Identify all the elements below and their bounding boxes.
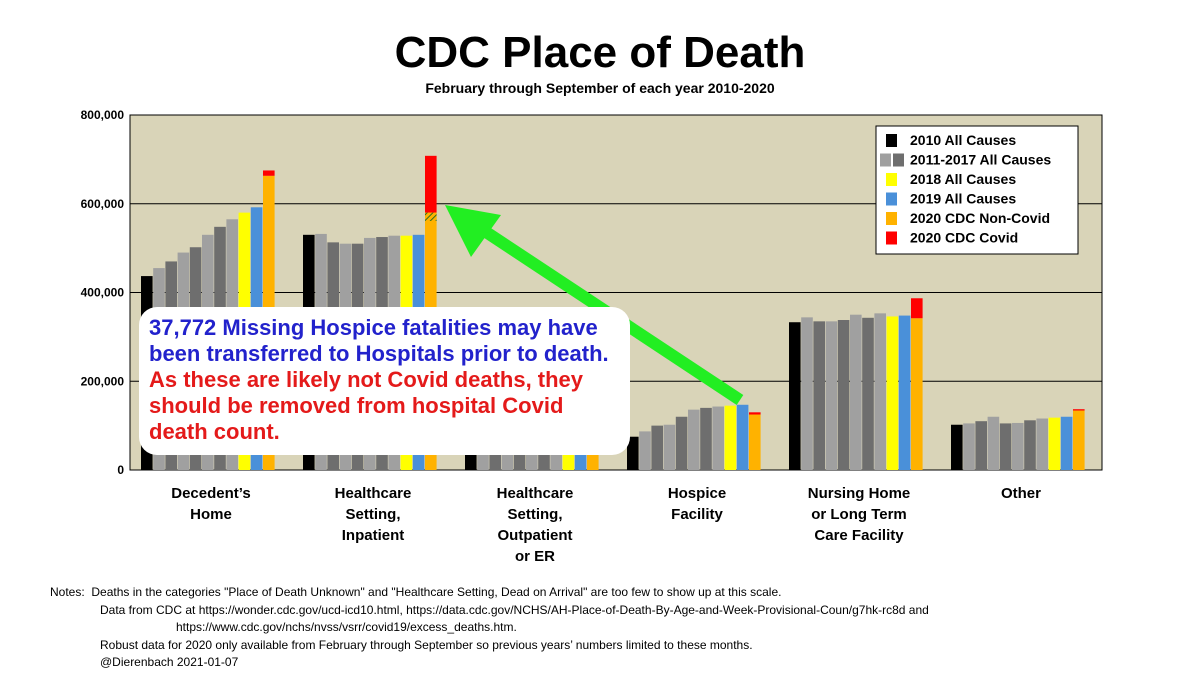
y-tick-label: 200,000 (81, 374, 125, 388)
x-tick-label: Home (190, 506, 232, 523)
x-tick-label: or Long Term (811, 506, 907, 523)
bar (886, 316, 899, 470)
bar (963, 423, 975, 470)
bar (1060, 416, 1073, 470)
chart-title: CDC Place of Death (394, 28, 806, 77)
legend-swatch (893, 153, 904, 167)
annotation-text-red: As these are likely not Covid deaths, th… (149, 367, 584, 444)
x-tick-label: Nursing Home (808, 485, 911, 502)
bar-covid (749, 412, 761, 415)
x-tick-label: Decedent’s (171, 485, 250, 502)
bar (700, 407, 712, 470)
y-tick-label: 0 (117, 463, 124, 477)
bar (789, 322, 801, 470)
bar (724, 405, 737, 470)
x-tick-label: Outpatient (498, 527, 573, 544)
legend-swatch (886, 173, 897, 186)
bar (813, 321, 825, 470)
bar (975, 421, 987, 470)
note-line-3: https://www.cdc.gov/nchs/nvss/vsrr/covid… (176, 620, 517, 634)
bar (1024, 420, 1036, 470)
legend-label: 2018 All Causes (910, 171, 1016, 187)
bar (911, 318, 923, 470)
bar-covid (1073, 409, 1085, 411)
x-tick-label: Setting, (508, 506, 563, 523)
legend-swatch (886, 134, 897, 147)
bar (688, 409, 700, 470)
x-tick-label: Facility (671, 506, 723, 523)
legend-swatch (886, 192, 897, 206)
legend-swatch (880, 153, 891, 167)
legend-label: 2010 All Causes (910, 132, 1016, 148)
notes: Notes: Deaths in the categories "Place o… (50, 584, 929, 672)
legend-label: 2019 All Causes (910, 191, 1016, 207)
bar (1012, 422, 1024, 470)
notes-lead: Notes: (50, 585, 85, 599)
arrow-head (445, 205, 501, 257)
bar (850, 314, 862, 470)
legend-label: 2020 CDC Covid (910, 230, 1018, 246)
x-tick-label: Healthcare (497, 485, 574, 502)
legend-label: 2020 CDC Non-Covid (910, 210, 1050, 226)
bar (999, 423, 1012, 470)
y-tick-label: 800,000 (81, 108, 125, 122)
x-tick-label: Other (1001, 485, 1041, 502)
bar (712, 406, 724, 470)
x-tick-label: Hospice (668, 485, 726, 502)
bar (898, 315, 911, 470)
bar (1073, 410, 1085, 470)
annotation-callout: 37,772 Missing Hospice fatalities may ha… (139, 307, 630, 455)
bar (651, 425, 663, 470)
bar (1036, 418, 1048, 470)
bar (801, 317, 813, 470)
annotation-text-blue: 37,772 Missing Hospice fatalities may ha… (149, 315, 609, 366)
bar (987, 416, 1000, 470)
legend (875, 125, 1079, 255)
bar (874, 313, 886, 470)
bar (825, 321, 838, 470)
note-line-5: @Dierenbach 2021-01-07 (100, 655, 239, 669)
bar (663, 424, 676, 470)
y-tick-label: 400,000 (81, 286, 125, 300)
legend-swatch (886, 212, 897, 225)
bar (837, 320, 850, 470)
legend-swatch (886, 231, 897, 245)
bar-chart: 0 200,000 400,000 600,000 800,000 Decedent’s… (81, 108, 1103, 565)
bar (736, 404, 749, 470)
note-line-2: Data from CDC at https://wonder.cdc.gov/… (100, 602, 929, 617)
bar (1048, 417, 1061, 470)
bar (951, 424, 963, 470)
bar-covid (263, 170, 275, 176)
x-tick-label: Care Facility (814, 527, 904, 544)
chart-subtitle: February through September of each year … (425, 80, 775, 96)
x-tick-label: or ER (515, 548, 555, 565)
bar-covid (425, 155, 437, 213)
legend-label: 2011-2017 All Causes (910, 152, 1051, 168)
x-tick-label: Inpatient (342, 527, 405, 544)
bar (675, 416, 688, 470)
note-line-4: Robust data for 2020 only available from… (100, 637, 753, 652)
bar (639, 431, 651, 470)
bar-covid (911, 298, 923, 319)
x-tick-label: Setting, (346, 506, 401, 523)
bar (749, 414, 761, 470)
hatched-band (425, 212, 437, 222)
bar (627, 436, 639, 470)
note-line-1: Deaths in the categories "Place of Death… (91, 585, 782, 599)
y-tick-label: 600,000 (81, 197, 125, 211)
x-tick-label: Healthcare (335, 485, 412, 502)
bar (862, 317, 874, 470)
